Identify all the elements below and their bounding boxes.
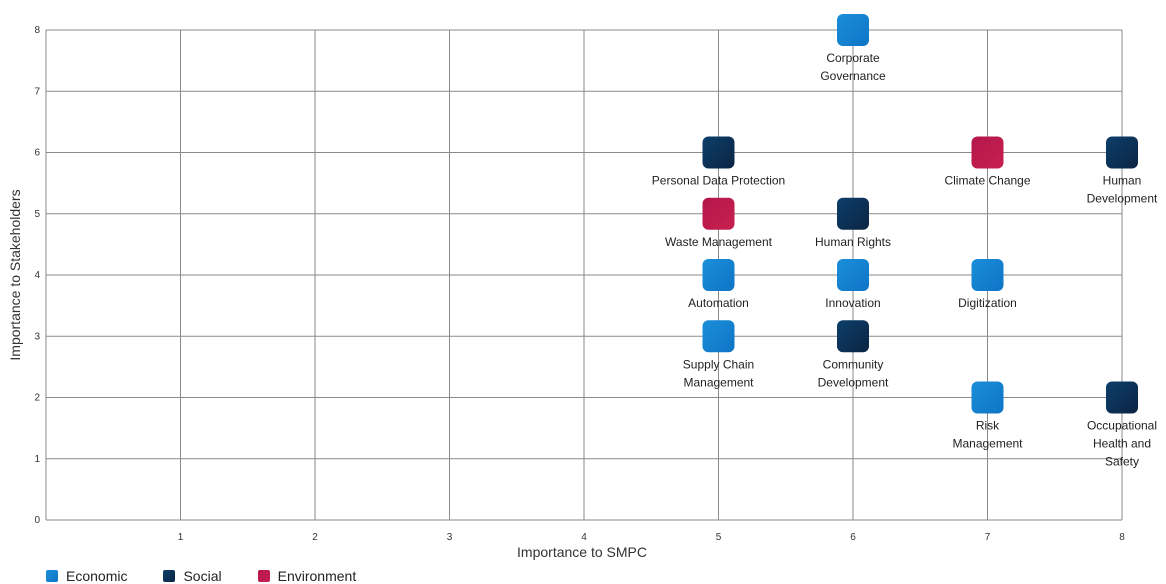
tick-labels: 0 1 2 3 4 5 6 7 8 1 2 3 4 5 6 7 8 <box>34 25 1125 543</box>
legend-item-environment: Environment <box>257 568 357 584</box>
y-tick-label: 0 <box>34 515 40 526</box>
point-marker <box>837 14 869 46</box>
data-points: Corporate Governance Personal Data Protect… <box>652 14 1158 469</box>
x-axis-title: Importance to SMPC <box>517 544 647 560</box>
x-tick-label: 4 <box>581 532 587 543</box>
legend-label-social: Social <box>183 568 222 584</box>
point-label: Risk Management <box>952 419 1023 451</box>
legend: Economic Social Environment <box>46 568 392 584</box>
point-marker <box>971 381 1004 414</box>
point-marker <box>702 320 735 353</box>
grid-lines <box>45 29 1123 521</box>
point-label: Corporate Governance <box>820 51 886 83</box>
point-label: Digitization <box>958 296 1017 310</box>
x-tick-label: 6 <box>850 532 856 543</box>
y-tick-label: 4 <box>34 270 40 281</box>
y-tick-label: 2 <box>34 393 40 404</box>
point-label: Climate Change <box>944 174 1030 188</box>
point-marker <box>702 136 735 169</box>
data-point: Human Development <box>1087 136 1158 206</box>
data-point: Risk Management <box>952 381 1023 451</box>
legend-item-economic: Economic <box>46 568 127 584</box>
x-tick-label: 8 <box>1119 532 1125 543</box>
point-marker <box>1106 136 1138 169</box>
legend-label-environment: Environment <box>277 568 357 584</box>
point-marker <box>837 259 869 291</box>
point-label: Occupational Health and Safety <box>1087 419 1157 469</box>
legend-swatch-environment <box>257 570 270 582</box>
point-marker <box>971 259 1004 291</box>
point-marker <box>702 259 735 291</box>
legend-swatch-economic <box>46 570 58 582</box>
data-point: Waste Management <box>665 197 773 249</box>
data-point: Climate Change <box>944 136 1031 188</box>
point-marker <box>837 197 869 230</box>
y-tick-label: 3 <box>34 331 40 342</box>
point-label: Automation <box>688 296 749 310</box>
point-label: Supply Chain Management <box>683 357 754 389</box>
point-marker <box>971 136 1004 169</box>
point-label: Personal Data Protection <box>652 174 785 188</box>
data-point: Digitization <box>958 259 1017 310</box>
x-tick-label: 2 <box>312 532 318 543</box>
x-tick-label: 1 <box>178 532 184 543</box>
x-tick-label: 3 <box>447 532 453 543</box>
data-point: Occupational Health and Safety <box>1087 381 1157 469</box>
data-point: Supply Chain Management <box>683 320 754 389</box>
data-point: Human Rights <box>815 197 891 249</box>
point-label: Human Development <box>1087 174 1158 206</box>
y-tick-label: 5 <box>34 209 40 220</box>
point-marker <box>702 197 735 230</box>
legend-swatch-social <box>163 570 176 582</box>
data-point: Innovation <box>825 259 881 310</box>
legend-label-economic: Economic <box>66 568 128 584</box>
data-point: Community Development <box>818 320 889 389</box>
point-marker <box>1106 381 1138 414</box>
point-label: Human Rights <box>815 235 891 249</box>
point-label: Community Development <box>818 357 889 389</box>
data-point: Corporate Governance <box>820 14 886 83</box>
point-label: Innovation <box>825 296 880 310</box>
y-tick-label: 6 <box>34 148 40 159</box>
data-point: Personal Data Protection <box>652 136 785 188</box>
y-tick-label: 1 <box>34 454 40 465</box>
x-tick-label: 5 <box>716 532 722 543</box>
point-marker <box>837 320 869 353</box>
y-axis-title: Importance to Stakeholders <box>7 189 23 360</box>
y-tick-label: 8 <box>34 25 40 36</box>
data-point: Automation <box>688 259 749 310</box>
legend-item-social: Social <box>163 568 222 584</box>
point-label: Waste Management <box>665 235 773 249</box>
y-tick-label: 7 <box>34 86 40 97</box>
x-tick-label: 7 <box>985 532 991 543</box>
